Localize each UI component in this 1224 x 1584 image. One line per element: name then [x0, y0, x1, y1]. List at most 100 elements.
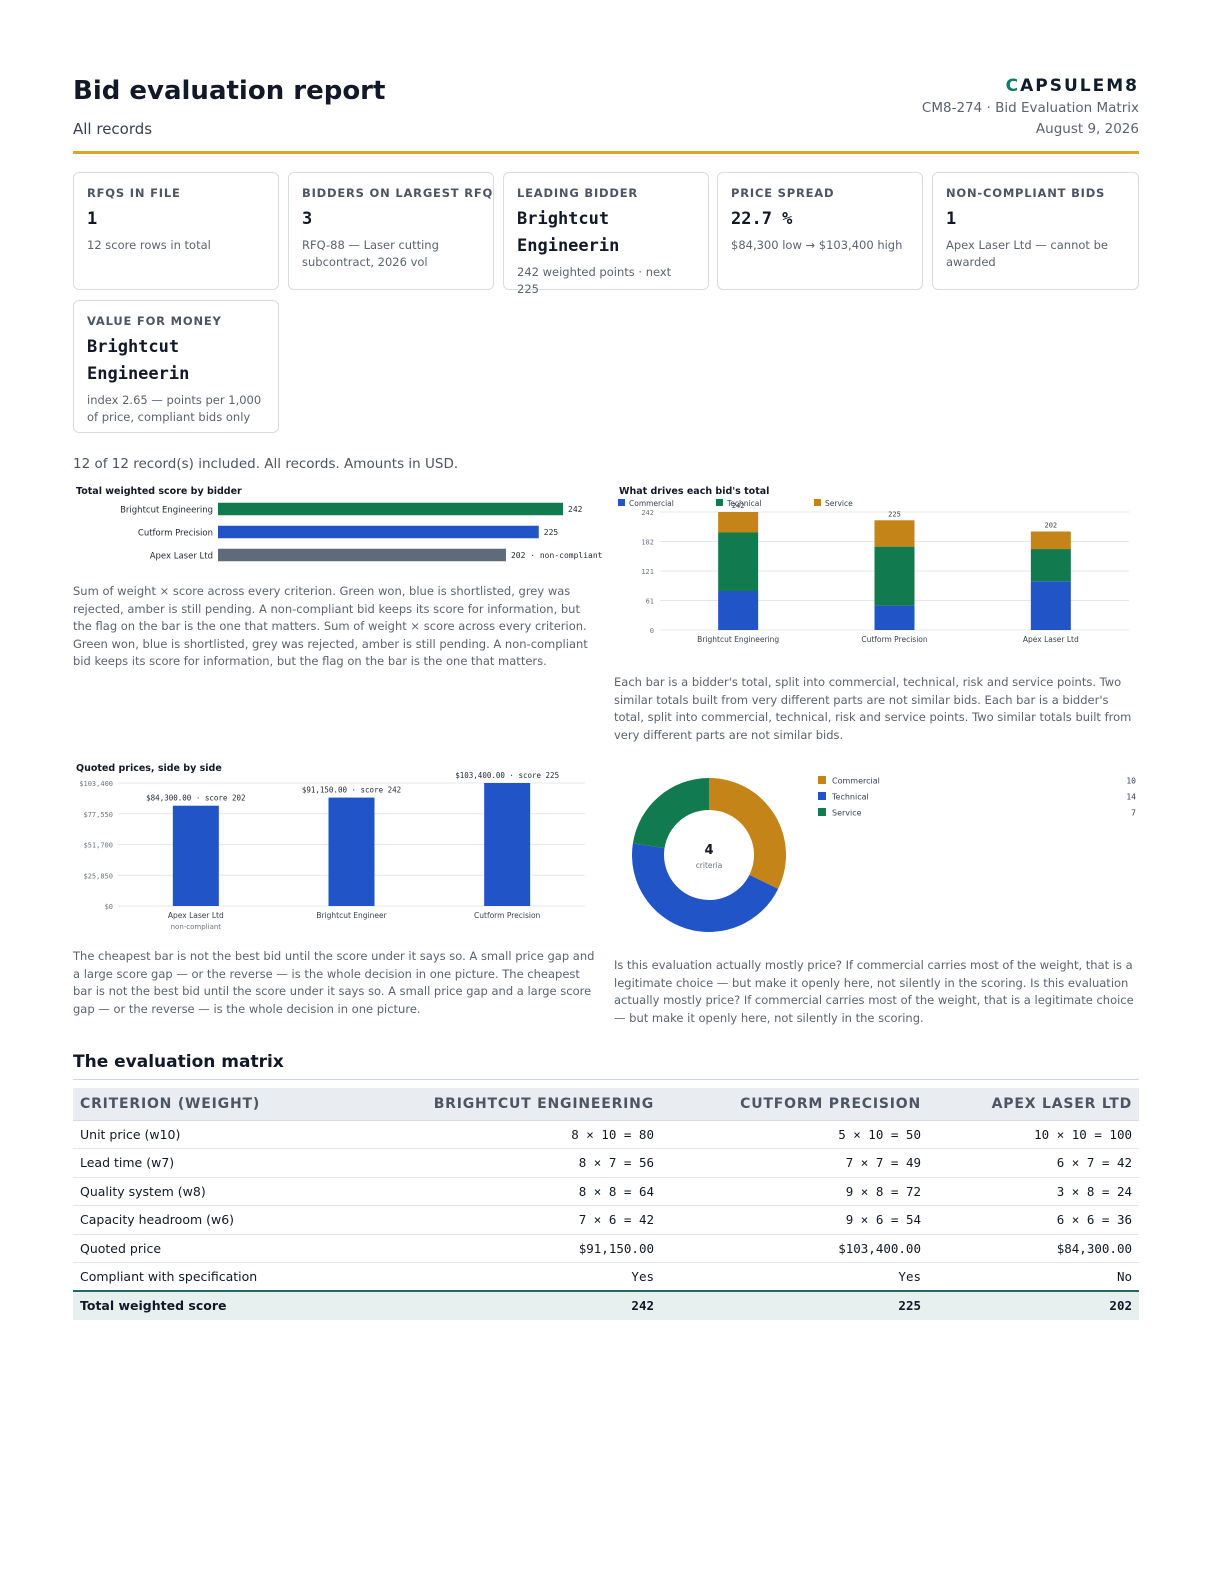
- donut-slice: [709, 778, 786, 889]
- y-tick-label: 242: [641, 509, 654, 517]
- score-cell: 7 × 6 = 42: [339, 1205, 661, 1235]
- column-header: Cutform Precision: [661, 1088, 928, 1121]
- kpi-value: Brightcut Engineerin: [517, 209, 620, 256]
- legend-label: Technical: [831, 793, 869, 802]
- criterion-cell: Capacity headroom (w6): [73, 1205, 339, 1235]
- legend-swatch: [814, 499, 821, 506]
- x-tick-sublabel: non-compliant: [171, 923, 222, 931]
- bar-value-label: 225: [544, 528, 559, 537]
- x-tick-label: Apex Laser Ltd: [168, 911, 224, 920]
- stacked-segment: [874, 520, 915, 547]
- kpi-card-leading-bidder: Leading bidder Brightcut Engineerin 242 …: [503, 172, 709, 296]
- kpi-label: Bidders on largest RFQ: [302, 186, 494, 200]
- y-tick-label: $77,550: [83, 811, 113, 819]
- column-header: Apex Laser Ltd: [928, 1088, 1139, 1121]
- bar-total-label: 225: [888, 510, 901, 518]
- page-subtitle: All records: [73, 120, 153, 138]
- legend-label: Commercial: [832, 777, 880, 786]
- score-cell: 9 × 8 = 72: [661, 1177, 928, 1206]
- criterion-cell: Quality system (w8): [73, 1177, 339, 1206]
- table-row: Compliant with specification Yes Yes No: [73, 1262, 1139, 1292]
- records-included-note: 12 of 12 record(s) included. All records…: [73, 456, 459, 472]
- evaluation-matrix-table: Criterion (weight) Brightcut Engineering…: [73, 1088, 1139, 1320]
- score-cell: 8 × 10 = 80: [339, 1120, 661, 1149]
- caption-total-score: Sum of weight × score across every crite…: [73, 584, 588, 668]
- stacked-segment: [874, 546, 915, 606]
- table-row: Lead time (w7) 8 × 7 = 56 7 × 7 = 49 6 ×…: [73, 1148, 1139, 1178]
- score-cell: 3 × 8 = 24: [928, 1177, 1139, 1206]
- y-tick-label: 182: [641, 539, 654, 547]
- kpi-value: Brightcut Engineerin: [87, 337, 190, 384]
- score-cell: 10 × 10 = 100: [928, 1120, 1139, 1149]
- kpi-note: 12 score rows in total: [87, 238, 211, 252]
- score-bar: [218, 548, 506, 562]
- bar-total-label: 242: [732, 502, 745, 510]
- legend-value: 10: [1126, 777, 1136, 786]
- kpi-card-price-spread: Price spread 22.7 % $84,300 low → $103,4…: [717, 172, 923, 290]
- criterion-cell: Unit price (w10): [73, 1120, 339, 1149]
- bar-value-label: $91,150.00 · score 242: [302, 786, 401, 795]
- criterion-cell: Quoted price: [73, 1234, 339, 1263]
- y-tick-label: 0: [650, 627, 654, 635]
- score-cell: 8 × 7 = 56: [339, 1148, 661, 1178]
- x-tick-label: Brightcut Engineering: [697, 635, 779, 644]
- total-row: Total weighted score 242 225 202: [73, 1290, 1139, 1320]
- document-date: August 9, 2026: [1035, 121, 1139, 137]
- y-tick-label: $0: [105, 903, 113, 911]
- kpi-note: Apex Laser Ltd — cannot be awarded: [946, 238, 1108, 269]
- x-tick-label: Apex Laser Ltd: [1023, 635, 1079, 644]
- table-row: Unit price (w10) 8 × 10 = 80 5 × 10 = 50…: [73, 1120, 1139, 1149]
- kpi-note: index 2.65 — points per 1,000 of price, …: [87, 393, 262, 424]
- caption-drivers: Each bar is a bidder's total, split into…: [614, 675, 1132, 742]
- kpi-value: 1: [946, 209, 957, 229]
- kpi-label: RFQs in file: [87, 186, 181, 200]
- legend-swatch: [618, 499, 625, 506]
- price-cell: $91,150.00: [339, 1234, 661, 1263]
- column-header: Criterion (weight): [73, 1088, 339, 1121]
- kpi-value: 1: [87, 209, 98, 229]
- kpi-note: RFQ-88 — Laser cutting subcontract, 2026…: [302, 238, 439, 269]
- bar-category-label: Apex Laser Ltd: [150, 552, 213, 562]
- legend-value: 14: [1126, 793, 1136, 802]
- prices-chart: $0 $25,850 $51,700 $77,550 $103,400 $84,300.0…: [79, 771, 585, 931]
- legend-swatch: [818, 776, 826, 784]
- price-cell: $84,300.00: [928, 1234, 1139, 1263]
- legend-value: 7: [1131, 809, 1136, 818]
- bar-category-label: Brightcut Engineering: [120, 506, 213, 516]
- criterion-cell: Lead time (w7): [73, 1148, 339, 1178]
- legend-swatch: [716, 499, 723, 506]
- stacked-segment: [718, 590, 759, 630]
- legend-label: Technical: [726, 499, 761, 508]
- total-score-chart: Brightcut Engineering 242 Cutform Precisio…: [120, 502, 603, 562]
- stacked-segment: [1030, 531, 1071, 550]
- page-title: Bid evaluation report: [73, 76, 386, 106]
- score-bar: [218, 502, 563, 516]
- table-row: Quoted price $91,150.00 $103,400.00 $84,…: [73, 1234, 1139, 1263]
- legend-swatch: [818, 808, 826, 816]
- donut-center-value: 4: [704, 843, 713, 858]
- kpi-label: Non-compliant bids: [946, 186, 1106, 200]
- brand-name: APSULEM8: [1020, 76, 1139, 96]
- brand-initial: C: [1005, 76, 1021, 96]
- price-bar: [172, 805, 219, 906]
- kpi-card-non-compliant: Non-compliant bids 1 Apex Laser Ltd — ca…: [932, 172, 1139, 290]
- legend-label: Service: [832, 809, 862, 818]
- kpi-value: 22.7 %: [731, 209, 793, 229]
- score-cell: 7 × 7 = 49: [661, 1148, 928, 1178]
- compliance-cell: No: [928, 1262, 1139, 1292]
- stacked-segment: [718, 512, 759, 533]
- donut-center-label: criteria: [696, 861, 723, 870]
- bar-value-label: 242: [568, 505, 583, 514]
- report-header: Bid evaluation report All records CAPSUL…: [73, 76, 1139, 154]
- donut-slice: [632, 778, 709, 849]
- y-tick-label: 61: [646, 598, 654, 606]
- compliance-cell: Yes: [339, 1262, 661, 1292]
- legend-label: Service: [825, 499, 853, 508]
- kpi-note: 242 weighted points · next 225: [517, 265, 672, 296]
- y-tick-label: $51,700: [83, 842, 113, 850]
- chart-title-total-score: Total weighted score by bidder: [76, 486, 242, 497]
- y-tick-label: $103,400: [79, 780, 113, 788]
- bar-category-label: Cutform Precision: [138, 529, 213, 539]
- price-cell: $103,400.00: [661, 1234, 928, 1263]
